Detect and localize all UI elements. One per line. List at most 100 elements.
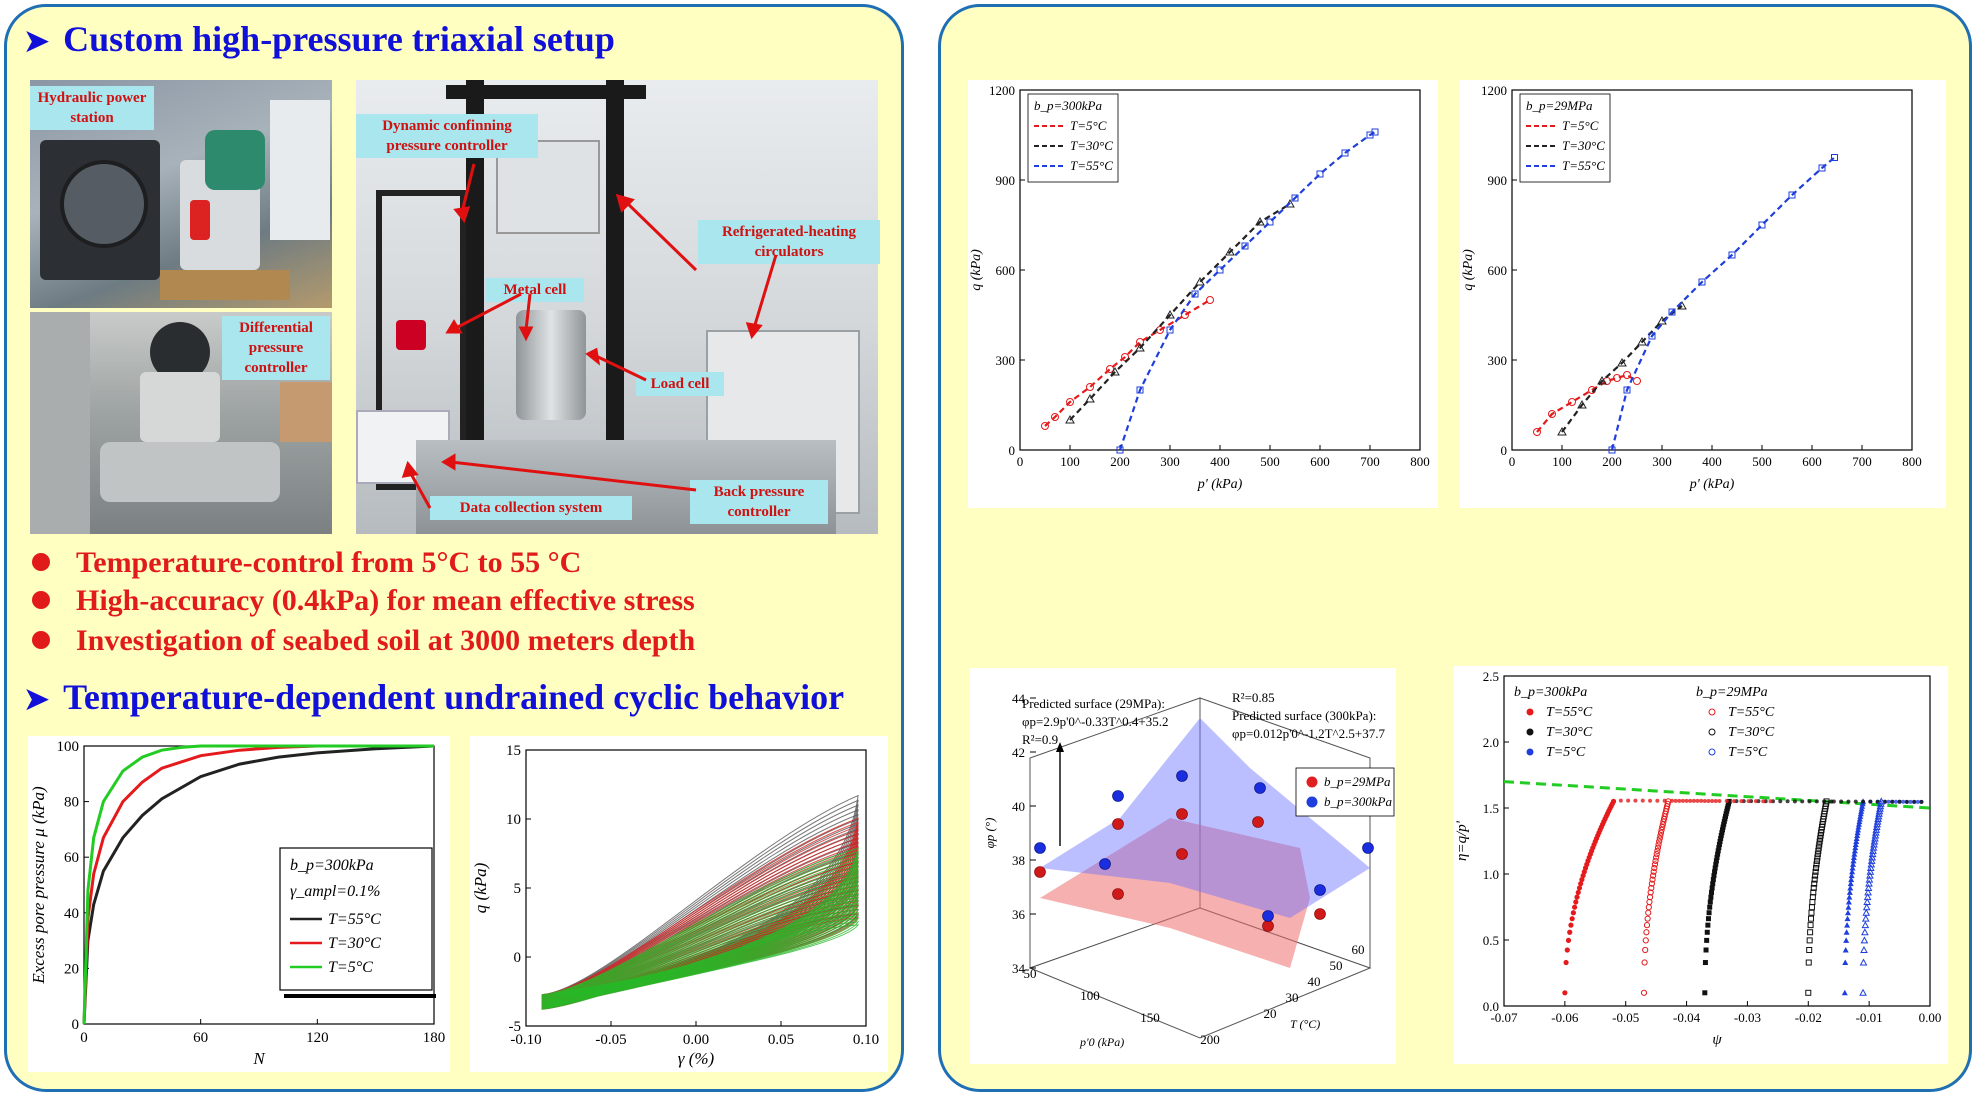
marker-square-open	[1814, 854, 1821, 861]
marker-tail	[1886, 799, 1891, 804]
x-tick-label: 600	[1310, 454, 1330, 469]
marker-triangle-filled	[1841, 989, 1848, 996]
hysteresis-loop-2	[541, 893, 859, 1004]
marker-square-filled	[1721, 819, 1727, 825]
marker-triangle-filled	[1849, 865, 1856, 871]
marker-triangle-filled	[1853, 838, 1860, 844]
marker-square-filled	[1711, 873, 1717, 879]
y-tick-label: 1.5	[1483, 801, 1499, 816]
marker-tail	[1702, 798, 1707, 803]
label-data-collection: Data collection system	[430, 496, 632, 520]
marker-triangle-filled	[1854, 829, 1861, 836]
marker-circle-open	[1657, 829, 1665, 836]
marker-square-filled	[1704, 937, 1710, 943]
hysteresis-loop-2	[541, 890, 859, 1004]
figure-stress-path-300: 0 100 200 300 400 500 600 700 800 0 300 600 900 1200 p…	[968, 80, 1438, 508]
x-axis-label: p' (kPa)	[1689, 477, 1735, 492]
point-300kpa	[1099, 858, 1111, 870]
marker-triangle-filled	[1852, 844, 1859, 851]
x-tick-label: 700	[1852, 454, 1872, 469]
marker-triangle-open	[1860, 936, 1869, 944]
label-back-pressure: Back pressure controller	[690, 480, 828, 524]
marker-triangle	[1065, 414, 1075, 424]
marker-dot	[1571, 904, 1578, 910]
marker-tail	[1673, 798, 1678, 803]
x-tick-label: 500	[1752, 454, 1772, 469]
y-tick-label: 0	[72, 1017, 80, 1033]
marker-square	[1818, 164, 1826, 172]
legend-header: b_p=300kPa	[1034, 98, 1102, 113]
marker-dot	[1569, 916, 1575, 922]
legend-header-0: b_p=300kPa	[290, 857, 374, 874]
z-tick-label: 34	[1012, 961, 1026, 976]
marker-square-filled	[1713, 861, 1719, 867]
marker-tail	[1807, 799, 1812, 804]
marker-triangle-filled	[1853, 835, 1860, 841]
point-300kpa	[1362, 842, 1374, 854]
marker-circle-open	[1648, 884, 1655, 892]
marker-square	[1371, 128, 1379, 136]
x-tick-label: 400	[1702, 454, 1722, 469]
marker-circle	[1106, 365, 1114, 373]
marker-triangle	[1085, 393, 1095, 403]
marker-square-open	[1807, 922, 1814, 929]
y-tick-label: 0.0	[1483, 999, 1499, 1014]
marker-tail	[1626, 798, 1631, 803]
marker-tail	[1746, 799, 1751, 804]
marker-circle-open	[1656, 835, 1663, 842]
marker-tail	[1846, 799, 1851, 804]
marker-square	[1788, 191, 1796, 199]
bullet-seabed: Investigation of seabed soil at 3000 met…	[32, 624, 695, 658]
x-tick-label: 120	[306, 1030, 329, 1046]
x-tick-label: -0.04	[1673, 1010, 1701, 1025]
figure-stress-strain: -0.10 -0.05 0.00 0.05 0.10 -5 0 5 10 15 γ (%) q (kP…	[470, 736, 888, 1072]
marker-square-filled	[1719, 830, 1725, 836]
marker-tail	[1912, 799, 1917, 804]
chart-eta-psi: -0.07 -0.06 -0.05 -0.04 -0.03 -0.02 -0.01 0.00 0…	[1454, 669, 1941, 1048]
figure-surface-3d: 34 36 38 40 42 44 φp (°) 50 100 150 200 p'0 (kPa) 20…	[970, 668, 1396, 1064]
marker-circle	[1533, 428, 1541, 436]
x-tick-label: -0.02	[1795, 1010, 1822, 1025]
point-300kpa	[1314, 884, 1326, 896]
legend-label-1: T=30°C	[328, 935, 381, 952]
marker-triangle-open	[1862, 903, 1871, 911]
marker-tail	[1680, 798, 1685, 803]
y-tick-label: -5	[509, 1019, 522, 1035]
marker-square-filled	[1705, 922, 1711, 928]
figure-eta-psi: -0.07 -0.06 -0.05 -0.04 -0.03 -0.02 -0.01 0.00 0…	[1454, 666, 1948, 1064]
marker-tail	[1739, 799, 1744, 804]
y-tick-label: 1.0	[1483, 867, 1499, 882]
marker-square-filled	[1723, 811, 1729, 817]
marker-dot	[1578, 881, 1584, 887]
marker-triangle-filled	[1842, 947, 1849, 953]
x-tick-label: 100	[1060, 454, 1080, 469]
x-tick-label: -0.05	[1612, 1010, 1639, 1025]
x-tick-label: 0	[80, 1030, 88, 1046]
marker-triangle-filled	[1855, 826, 1862, 833]
x-tick-label: -0.10	[510, 1032, 541, 1048]
marker-tail	[1890, 799, 1895, 804]
y-tick-label: 20	[1264, 1006, 1277, 1021]
stress-path-1	[1561, 305, 1683, 433]
marker-dot	[1568, 922, 1574, 928]
x-tick-label: 50	[1024, 966, 1037, 981]
legend-label-0: b_p=29MPa	[1324, 774, 1391, 789]
marker-square-open	[1808, 915, 1815, 922]
legend-label-0: T=5°C	[1070, 118, 1107, 133]
marker-square-open	[1811, 880, 1818, 887]
label-refrigerated-circulators: Refrigerated-heating circulators	[698, 220, 880, 264]
chart-pore-pressure: 0 60 120 180 0 20 40 60 80 100 N Excess pore pressu…	[29, 739, 445, 1068]
legend-swatch	[1708, 708, 1716, 716]
marker-square-open	[1815, 844, 1822, 851]
marker-circle	[1086, 383, 1094, 391]
legend-label: T=30°C	[1546, 725, 1593, 740]
point-29mpa	[1176, 848, 1188, 860]
marker-tail	[1695, 798, 1700, 803]
marker-triangle-filled	[1850, 857, 1857, 864]
marker-triangle	[1165, 309, 1175, 319]
legend-swatch-0	[1306, 776, 1318, 788]
legend-label-0: T=5°C	[1562, 118, 1599, 133]
marker-triangle	[1195, 276, 1205, 286]
y-axis-label: q (kPa)	[471, 862, 490, 913]
marker-tail	[1868, 799, 1873, 804]
